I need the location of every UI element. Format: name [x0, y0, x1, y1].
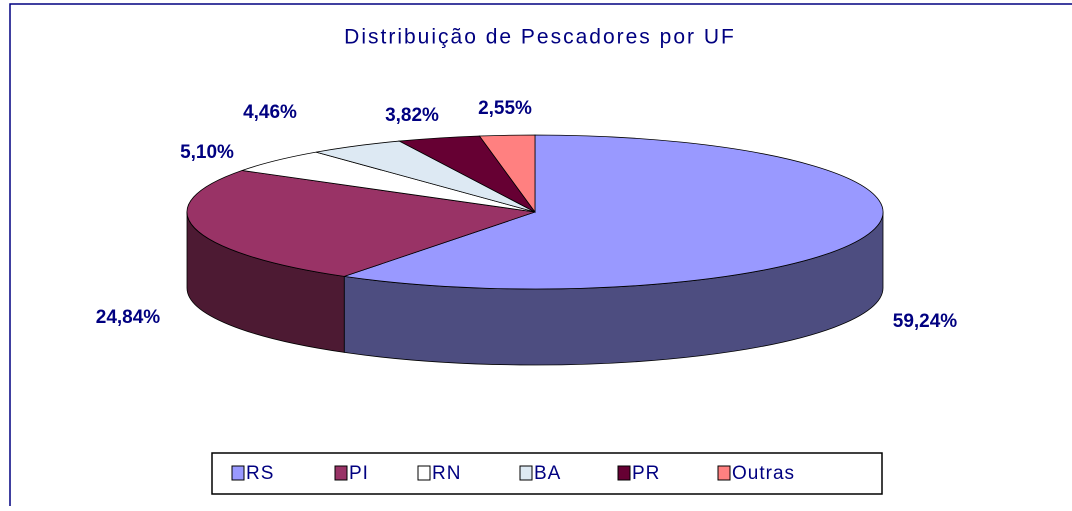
legend-swatch	[617, 465, 631, 481]
legend-label: Outras	[732, 463, 795, 484]
legend	[211, 452, 883, 495]
legend-label: BA	[534, 463, 561, 484]
chart-title: Distribuição de Pescadores por UF	[344, 26, 736, 49]
legend-label: PI	[349, 463, 369, 484]
legend-label: RN	[432, 463, 461, 484]
data-label: 2,55%	[478, 98, 532, 119]
legend-swatch	[334, 465, 348, 481]
data-label: 59,24%	[893, 311, 958, 332]
data-label: 5,10%	[180, 142, 234, 163]
pie-slice	[344, 134, 884, 290]
data-label: 4,46%	[243, 102, 297, 123]
legend-label: PR	[632, 463, 660, 484]
legend-swatch	[717, 465, 731, 481]
pie-slice	[478, 134, 536, 214]
legend-swatch	[231, 465, 245, 481]
legend-swatch	[519, 465, 533, 481]
data-label: 3,82%	[385, 105, 439, 126]
pie-slice	[186, 170, 536, 277]
data-label: 24,84%	[96, 307, 161, 328]
legend-swatch	[417, 465, 431, 481]
legend-label: RS	[246, 463, 274, 484]
